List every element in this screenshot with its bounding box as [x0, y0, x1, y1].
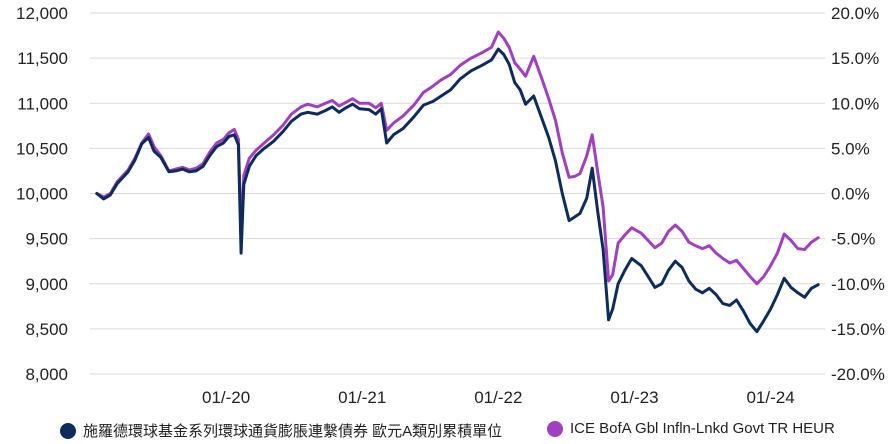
x-tick-label: 01/-20 — [202, 388, 250, 407]
right-axis-ticks: 20.0% 15.0% 10.0% 5.0% 0.0% -5.0% -10.0% -15.0%… — [831, 4, 885, 384]
left-tick-label: 9,000 — [25, 275, 68, 294]
left-tick-label: 11,500 — [17, 49, 68, 68]
right-tick-label: -15.0% — [831, 320, 885, 339]
legend: 施羅德環球基金系列環球通貨膨脹連繫債券 歐元A類別累積單位 ICE BofA G… — [0, 412, 893, 444]
x-tick-label: 01/-21 — [338, 388, 386, 407]
legend-item-fund[interactable]: 施羅德環球基金系列環球通貨膨脹連繫債券 歐元A類別累積單位 — [60, 420, 502, 441]
left-tick-label: 12,000 — [16, 4, 68, 23]
series-lines — [95, 30, 820, 334]
left-tick-label: 9,500 — [25, 230, 68, 249]
right-tick-label: -20.0% — [831, 365, 885, 384]
legend-label-benchmark: ICE BofA Gbl Infln-Lnkd Govt TR HEUR — [570, 420, 835, 437]
right-tick-label: 5.0% — [831, 139, 870, 158]
left-tick-label: 10,000 — [16, 185, 68, 204]
right-tick-label: 20.0% — [831, 4, 879, 23]
right-tick-label: -5.0% — [831, 230, 875, 249]
right-tick-label: 0.0% — [831, 185, 870, 204]
series-line-benchmark — [95, 30, 820, 286]
right-tick-label: 15.0% — [831, 49, 879, 68]
left-tick-label: 8,000 — [25, 365, 68, 384]
legend-swatch-benchmark — [547, 420, 563, 437]
left-tick-label: 8,500 — [25, 320, 68, 339]
legend-item-benchmark[interactable]: ICE BofA Gbl Infln-Lnkd Govt TR HEUR — [547, 420, 835, 437]
legend-label-fund: 施羅德環球基金系列環球通貨膨脹連繫債券 歐元A類別累積單位 — [83, 423, 503, 440]
legend-swatch-fund — [60, 422, 76, 439]
series-line-fund — [95, 47, 820, 334]
x-tick-label: 01/-23 — [610, 388, 658, 407]
right-tick-label: 10.0% — [831, 94, 879, 113]
x-axis-ticks: 01/-20 01/-21 01/-22 01/-23 01/-24 — [202, 388, 795, 407]
right-tick-label: -10.0% — [831, 275, 885, 294]
left-tick-label: 11,000 — [17, 94, 68, 113]
line-chart: 12,000 11,500 11,000 10,500 10,000 9,500 9,000… — [16, 4, 885, 407]
left-axis-ticks: 12,000 11,500 11,000 10,500 10,000 9,500 9,000… — [16, 4, 68, 384]
left-tick-label: 10,500 — [16, 139, 68, 158]
x-tick-label: 01/-22 — [474, 388, 522, 407]
x-tick-label: 01/-24 — [746, 388, 794, 407]
